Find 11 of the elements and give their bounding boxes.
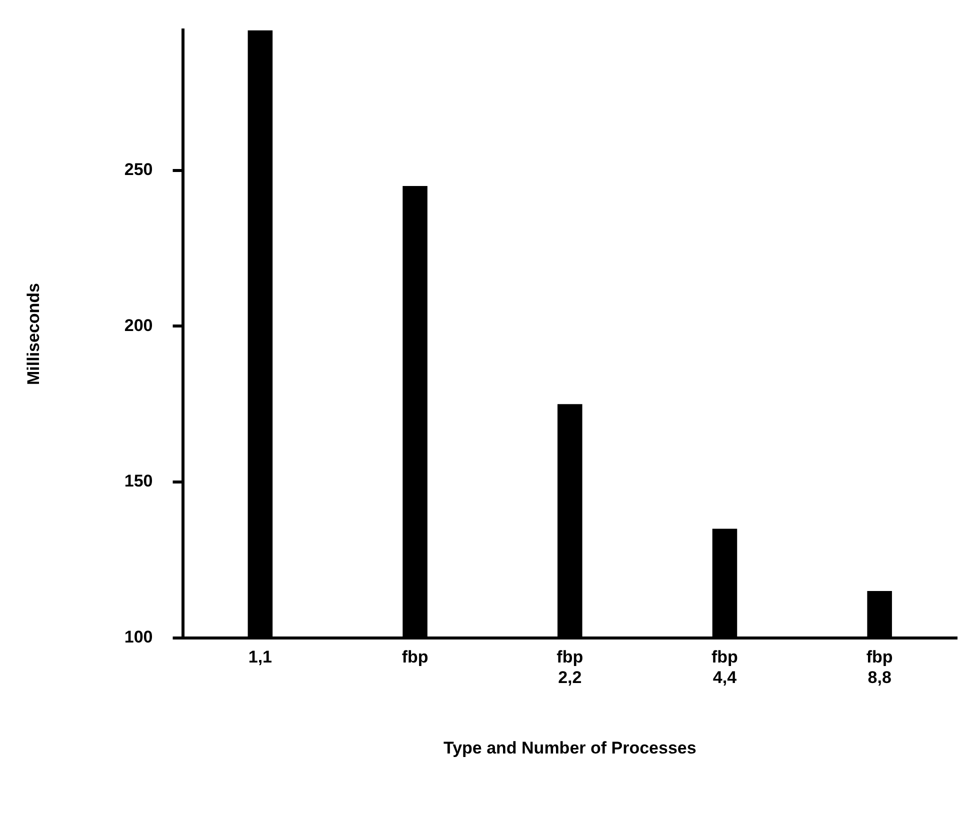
x-tick-label: fbp [402, 648, 428, 667]
x-tick-label: fbp 4,4 [712, 648, 738, 688]
x-tick-label: fbp 8,8 [866, 648, 893, 688]
y-tick-label: 250 [124, 160, 153, 180]
x-tick-label: 1,1 [248, 648, 272, 667]
y-tick-label: 200 [124, 316, 153, 335]
y-axis-title: Milliseconds [24, 282, 43, 386]
x-tick-label: fbp 2,2 [556, 648, 584, 688]
y-tick-label: 100 [124, 627, 153, 646]
x-axis-title: Type and Number of Processes [443, 738, 696, 758]
y-tick-label: 150 [124, 472, 153, 491]
